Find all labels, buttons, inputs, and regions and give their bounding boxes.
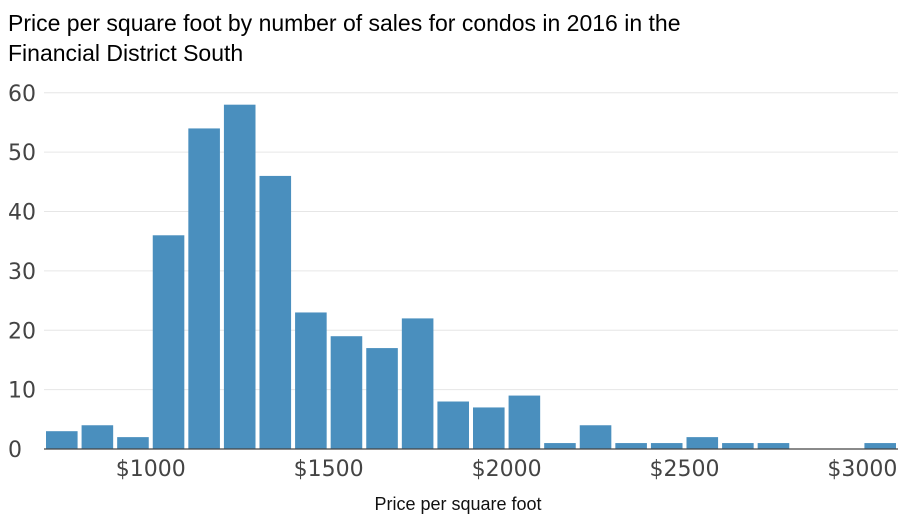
y-tick-label: 50 [8,141,36,166]
histogram-bar [223,104,256,449]
histogram-bar [722,443,754,449]
y-tick-label: 0 [8,438,22,463]
histogram-bar [686,437,719,449]
y-tick-label: 20 [8,319,36,344]
histogram-bar [401,318,434,449]
histogram-bars [46,104,896,449]
histogram-bar [579,425,612,449]
histogram-bar [650,443,683,449]
x-tick-label: $1500 [294,457,364,482]
histogram-bar [366,348,398,449]
histogram-bar [330,336,363,449]
chart-title-line-2: Financial District South [8,40,244,66]
histogram-bar [615,443,647,449]
histogram-bar [473,407,505,449]
chart-title: Price per square foot by number of sales… [8,8,908,68]
y-tick-label: 10 [8,379,36,404]
histogram-bar [152,235,185,449]
x-tick-label: $3000 [827,457,897,482]
histogram-bar [508,395,541,449]
chart-title-line-1: Price per square foot by number of sales… [8,10,681,36]
histogram-bar [864,443,896,449]
x-axis-label: Price per square foot [374,494,541,514]
histogram-bar [117,437,149,449]
gridlines [44,92,898,391]
x-tick-label: $2500 [650,457,720,482]
y-tick-label: 60 [8,82,36,107]
y-tick-label: 30 [8,260,36,285]
histogram-bar [295,312,327,449]
x-tick-label: $1000 [116,457,186,482]
histogram-bar [259,175,292,449]
y-tick-label: 40 [8,201,36,226]
y-axis-ticks: 0 10 20 30 40 50 60 [8,82,36,463]
histogram-bar [437,401,469,449]
x-tick-label: $2000 [472,457,542,482]
histogram-bar [46,431,78,449]
histogram-bar [81,425,114,449]
histogram-bar [188,128,220,449]
x-axis-ticks: $1000 $1500 $2000 $2500 $3000 [116,457,898,482]
histogram-bar [757,443,790,449]
histogram-bar [544,443,576,449]
